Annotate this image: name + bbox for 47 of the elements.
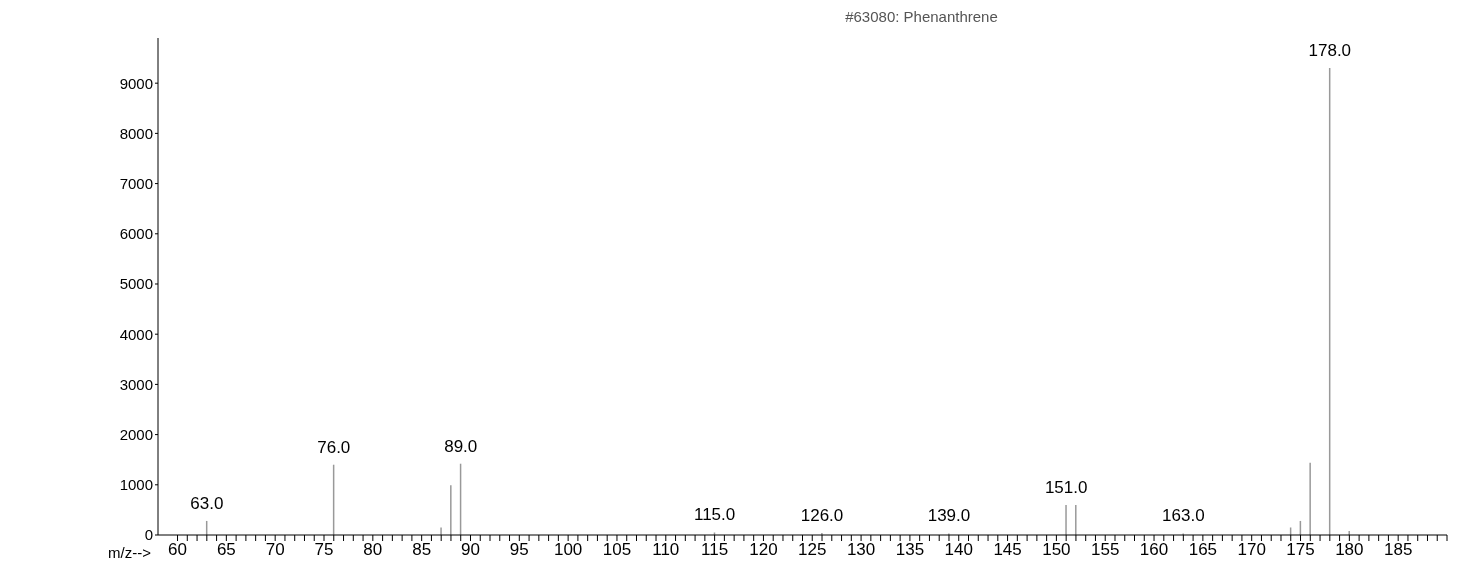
annotation: 76.0 — [317, 437, 351, 457]
x-tick-label: 175 — [1286, 540, 1315, 560]
x-tick-label: 95 — [509, 540, 529, 560]
x-tick-label: 125 — [798, 540, 827, 560]
x-tick-label: 145 — [993, 540, 1022, 560]
y-tick-label: 7000 — [119, 174, 153, 192]
annotation: 178.0 — [1308, 41, 1352, 61]
x-tick-label: 185 — [1383, 540, 1413, 560]
y-tick-label: 9000 — [119, 74, 153, 92]
x-tick-label: 180 — [1335, 540, 1364, 560]
x-tick-label: 85 — [412, 540, 432, 560]
annotation: 89.0 — [444, 436, 478, 456]
y-tick-label: 5000 — [119, 275, 153, 293]
y-tick-label: 6000 — [119, 225, 153, 243]
x-tick-label: 110 — [652, 540, 680, 560]
annotation: 151.0 — [1044, 477, 1088, 497]
x-tick-label: 160 — [1139, 540, 1169, 560]
x-axis-title: m/z--> — [108, 544, 151, 561]
annotation: 63.0 — [190, 493, 224, 513]
y-tick-label: 8000 — [119, 124, 153, 142]
annotation: 126.0 — [800, 505, 844, 525]
x-tick-label: 80 — [363, 540, 383, 560]
x-tick-label: 60 — [168, 540, 187, 560]
x-tick-label: 120 — [749, 540, 778, 560]
x-tick-label: 115 — [701, 540, 729, 560]
x-tick-label: 140 — [944, 540, 973, 560]
x-tick-label: 135 — [895, 540, 925, 560]
annotation: 115.0 — [693, 505, 736, 525]
x-tick-label: 100 — [553, 540, 583, 560]
y-tick-label: 3000 — [119, 375, 153, 393]
x-tick-label: 70 — [265, 540, 285, 560]
y-tick-label: 4000 — [119, 325, 153, 343]
annotation: 139.0 — [927, 506, 971, 526]
x-tick-label: 130 — [846, 540, 876, 560]
x-tick-label: 150 — [1042, 540, 1071, 560]
x-tick-label: 90 — [461, 540, 480, 560]
y-tick-label: 1000 — [119, 476, 153, 494]
x-tick-label: 105 — [602, 540, 632, 560]
x-tick-label: 170 — [1237, 540, 1266, 560]
x-tick-label: 165 — [1188, 540, 1218, 560]
x-tick-label: 155 — [1091, 540, 1120, 560]
y-tick-label: 2000 — [119, 425, 153, 443]
y-tick-label: 0 — [144, 526, 153, 544]
chart-title: #63080: Phenanthrene — [844, 8, 999, 25]
x-tick-label: 75 — [314, 540, 334, 560]
annotation: 163.0 — [1162, 506, 1205, 526]
x-tick-label: 65 — [216, 540, 236, 560]
